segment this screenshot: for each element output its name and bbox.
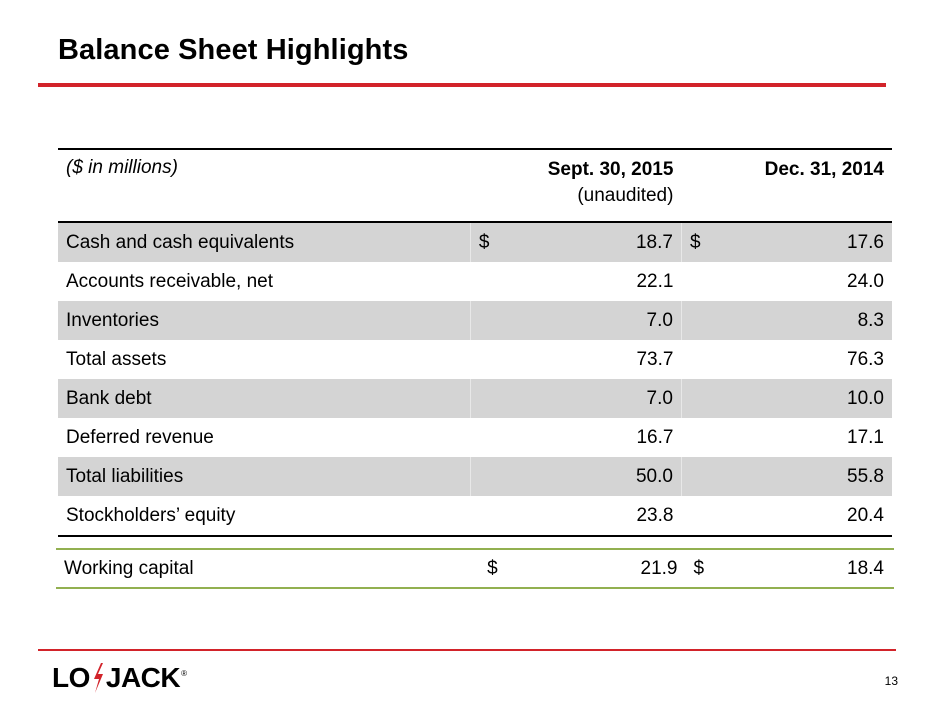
working-capital-table: Working capital $ 21.9 $ 18.4 bbox=[56, 548, 894, 589]
currency-symbol bbox=[681, 418, 718, 457]
currency-symbol bbox=[470, 340, 507, 379]
currency-symbol bbox=[470, 418, 507, 457]
row-label: Cash and cash equivalents bbox=[58, 222, 471, 262]
value-2015: 21.9 bbox=[515, 548, 686, 589]
col2-header-date: Dec. 31, 2014 bbox=[764, 159, 884, 180]
currency-symbol bbox=[681, 457, 719, 496]
footer-divider bbox=[38, 649, 896, 651]
row-label: Working capital bbox=[56, 548, 480, 589]
currency-symbol bbox=[470, 496, 508, 537]
balance-sheet-table: ($ in millions) Sept. 30, 2015 (unaudite… bbox=[58, 148, 892, 537]
col1-header-note: (unaudited) bbox=[577, 185, 674, 206]
col1-header: Sept. 30, 2015 (unaudited) bbox=[470, 148, 682, 223]
currency-symbol bbox=[681, 379, 719, 418]
table-row: Total assets 73.7 76.3 bbox=[58, 340, 892, 379]
value-2014: 17.1 bbox=[847, 426, 884, 448]
value-2015: 18.7 bbox=[507, 222, 682, 262]
lojack-logo: LO JACK ® bbox=[52, 662, 187, 693]
table-row: Accounts receivable, net 22.1 24.0 bbox=[58, 262, 892, 301]
currency-symbol bbox=[681, 340, 718, 379]
lightning-bolt-icon bbox=[93, 663, 103, 693]
table-row: Total liabilities 50.0 55.8 bbox=[58, 457, 892, 496]
currency-symbol bbox=[470, 457, 508, 496]
value-2014: 76.3 bbox=[847, 348, 884, 370]
table-row: Deferred revenue 16.7 17.1 bbox=[58, 418, 892, 457]
currency-symbol: $ bbox=[685, 548, 723, 589]
currency-symbol bbox=[681, 301, 719, 340]
value-2015: 50.0 bbox=[507, 457, 682, 496]
value-2014: 55.8 bbox=[718, 457, 892, 496]
value-2014: 18.4 bbox=[722, 548, 894, 589]
currency-symbol bbox=[470, 262, 507, 301]
value-2014: 17.6 bbox=[718, 222, 892, 262]
page-number: 13 bbox=[884, 674, 898, 688]
value-2014: 20.4 bbox=[718, 496, 892, 537]
currency-symbol bbox=[681, 496, 719, 537]
logo-text-lo: LO bbox=[52, 662, 90, 693]
currency-symbol: $ bbox=[479, 548, 516, 589]
currency-symbol bbox=[681, 262, 718, 301]
row-label: Accounts receivable, net bbox=[66, 270, 274, 292]
registered-mark: ® bbox=[181, 669, 187, 678]
value-2015: 16.7 bbox=[636, 426, 674, 448]
value-2015: 7.0 bbox=[507, 301, 682, 340]
currency-symbol bbox=[470, 379, 508, 418]
col2-header: Dec. 31, 2014 bbox=[681, 148, 892, 223]
value-2015: 23.8 bbox=[507, 496, 682, 537]
row-label: Deferred revenue bbox=[66, 426, 214, 448]
row-label: Total liabilities bbox=[58, 457, 471, 496]
table-header-row: ($ in millions) Sept. 30, 2015 (unaudite… bbox=[58, 148, 892, 223]
row-label: Total assets bbox=[66, 348, 167, 370]
value-2015: 7.0 bbox=[507, 379, 682, 418]
row-label: Bank debt bbox=[58, 379, 471, 418]
value-2015: 22.1 bbox=[636, 270, 674, 292]
table-row: Stockholders’ equity 23.8 20.4 bbox=[58, 496, 892, 537]
working-capital-row: Working capital $ 21.9 $ 18.4 bbox=[56, 548, 894, 589]
table-row: Inventories 7.0 8.3 bbox=[58, 301, 892, 340]
value-2014: 8.3 bbox=[718, 301, 892, 340]
currency-symbol: $ bbox=[470, 222, 508, 262]
value-2014: 24.0 bbox=[847, 270, 884, 292]
currency-symbol: $ bbox=[681, 222, 719, 262]
row-label: Inventories bbox=[58, 301, 471, 340]
row-label: Stockholders’ equity bbox=[58, 496, 471, 537]
table-row: Cash and cash equivalents $ 18.7 $ 17.6 bbox=[58, 222, 892, 262]
value-2015: 73.7 bbox=[636, 348, 674, 370]
title-divider bbox=[38, 83, 886, 87]
value-2014: 10.0 bbox=[718, 379, 892, 418]
col1-header-date: Sept. 30, 2015 bbox=[547, 159, 674, 180]
currency-symbol bbox=[470, 301, 508, 340]
units-label: ($ in millions) bbox=[58, 148, 471, 223]
logo-text-jack: JACK bbox=[105, 662, 181, 693]
slide-title: Balance Sheet Highlights bbox=[58, 34, 409, 66]
table-row: Bank debt 7.0 10.0 bbox=[58, 379, 892, 418]
